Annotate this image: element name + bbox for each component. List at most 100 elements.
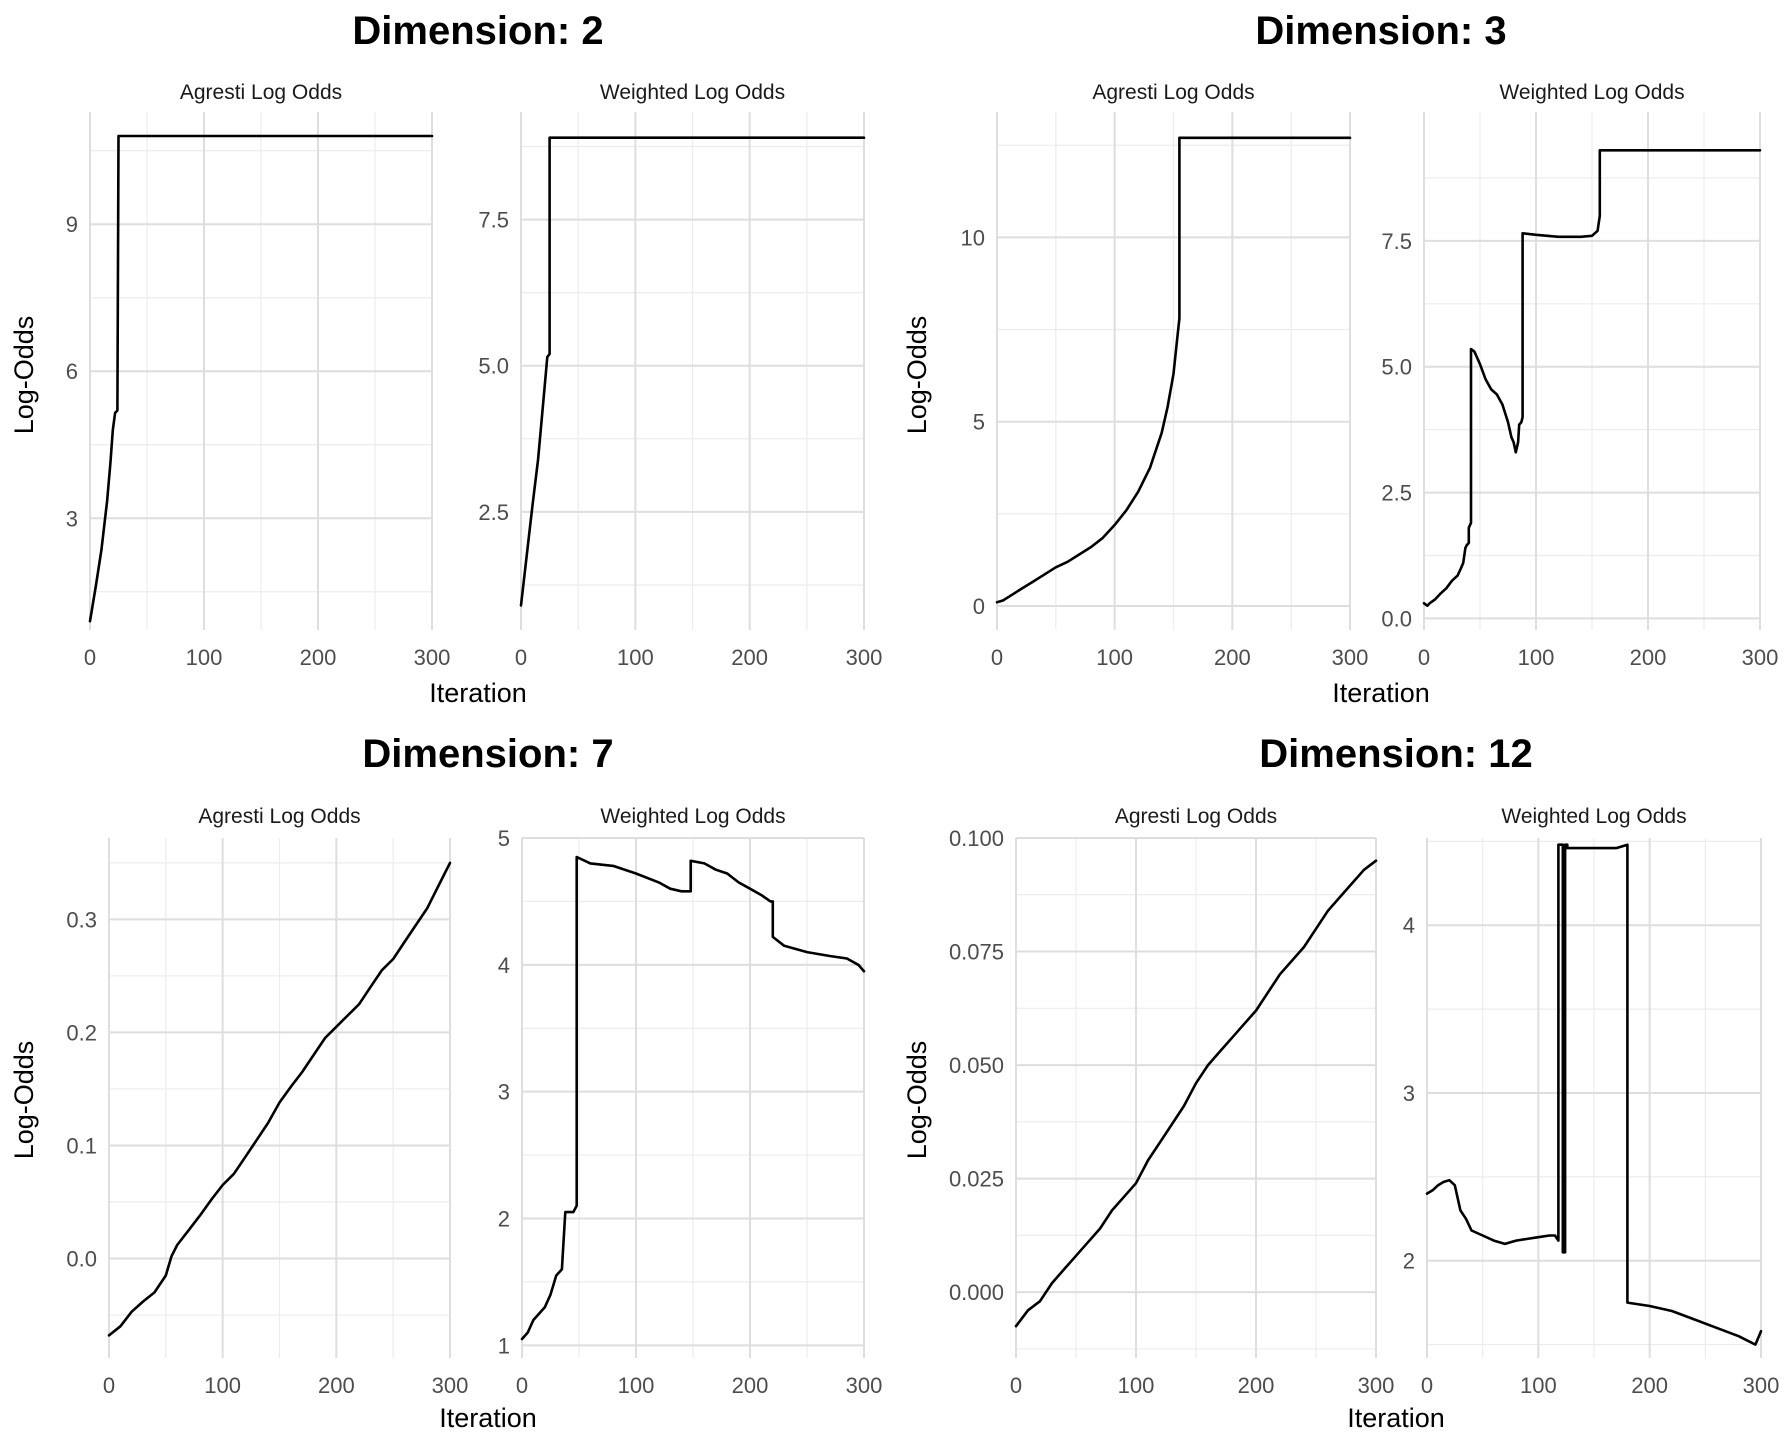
y-tick-label: 3 [66,506,78,531]
y-tick-label: 3 [1403,1081,1415,1106]
series-line [520,855,866,1341]
chart-group-3: Dimension: 7 Iteration Log-Odds Agresti Log… [9,732,882,1433]
y-tick-label: 0.3 [66,907,97,932]
panel-title: Agresti Log Odds [198,805,360,828]
series-line [519,136,866,607]
y-tick-label: 0.1 [66,1133,97,1158]
x-axis-label: Iteration [439,1403,537,1433]
panel-weighted: Weighted Log Odds 0 100 200 300 0.0 2.5 5.0 7.5 [1381,81,1778,670]
y-tick-label: 1 [498,1333,510,1358]
panel-agresti: Agresti Log Odds 0 100 200 300 0 5 10 [961,81,1369,670]
x-tick-label: 0 [991,645,1003,670]
x-axis-label: Iteration [429,678,527,708]
series-line [1425,843,1763,1346]
x-tick-label: 0 [84,645,96,670]
x-tick-label: 300 [1742,645,1779,670]
series-line [995,136,1352,604]
series-line [1014,859,1378,1328]
x-tick-label: 200 [732,1373,769,1398]
x-tick-label: 100 [1096,645,1133,670]
x-tick-label: 200 [1631,1373,1668,1398]
y-tick-label: 5 [973,410,985,435]
y-tick-label: 0.2 [66,1020,97,1045]
y-tick-label: 2 [1403,1249,1415,1274]
x-tick-label: 300 [432,1373,469,1398]
y-tick-label: 5.0 [1381,355,1412,380]
y-tick-label: 3 [498,1080,510,1105]
x-tick-label: 200 [300,645,337,670]
y-axis-label: Log-Odds [902,1041,932,1160]
x-tick-label: 0 [1421,1373,1433,1398]
y-tick-label: 2 [498,1206,510,1231]
panel-agresti: Agresti Log Odds 0 100 200 300 3 6 9 [66,81,451,670]
panel-title: Agresti Log Odds [1092,81,1254,104]
x-tick-label: 100 [617,645,654,670]
x-tick-label: 100 [1518,645,1555,670]
x-tick-label: 300 [846,1373,883,1398]
y-tick-label: 0.100 [949,826,1004,851]
x-tick-label: 300 [1358,1373,1395,1398]
panel-weighted: Weighted Log Odds 0 100 200 300 2.5 5.0 7.5 [478,81,882,670]
panel-title: Weighted Log Odds [600,805,785,828]
x-tick-label: 300 [846,645,883,670]
series-line [1422,149,1762,608]
x-tick-label: 100 [1118,1373,1155,1398]
x-axis-label: Iteration [1347,1403,1445,1433]
y-tick-label: 2.5 [478,500,509,525]
y-tick-label: 0.050 [949,1053,1004,1078]
group-title: Dimension: 2 [352,9,603,53]
x-tick-label: 0 [515,645,527,670]
y-tick-label: 5.0 [478,354,509,379]
panel-weighted: Weighted Log Odds 0 100 200 300 1 2 3 4 5 [498,805,883,1398]
y-tick-label: 0.025 [949,1167,1004,1192]
y-tick-label: 10 [961,225,985,250]
y-tick-label: 0.0 [1381,606,1412,631]
x-tick-label: 100 [1520,1373,1557,1398]
y-tick-label: 7.5 [1381,229,1412,254]
y-tick-label: 4 [1403,913,1415,938]
x-tick-label: 0 [103,1373,115,1398]
series-line [88,134,434,623]
y-tick-label: 0 [973,594,985,619]
panel-title: Weighted Log Odds [1499,81,1684,104]
x-tick-label: 300 [1332,645,1369,670]
panel-title: Weighted Log Odds [600,81,785,104]
y-axis-label: Log-Odds [9,316,39,435]
y-tick-label: 0.000 [949,1280,1004,1305]
y-tick-label: 9 [66,212,78,237]
x-tick-label: 200 [318,1373,355,1398]
panel-title: Weighted Log Odds [1501,805,1686,828]
chart-group-2: Dimension: 3 Iteration Log-Odds Agresti Log… [902,9,1778,708]
panel-title: Agresti Log Odds [180,81,342,104]
panel-agresti: Agresti Log Odds 0 100 200 300 0.000 0.025 0.05… [949,805,1394,1398]
y-tick-label: 0.0 [66,1247,97,1272]
x-tick-label: 300 [1743,1373,1780,1398]
y-tick-label: 5 [498,826,510,851]
x-tick-label: 0 [1418,645,1430,670]
x-tick-label: 100 [204,1373,241,1398]
group-title: Dimension: 7 [362,732,613,776]
y-tick-label: 6 [66,359,78,384]
x-tick-label: 0 [516,1373,528,1398]
x-tick-label: 300 [414,645,451,670]
y-tick-label: 4 [498,953,510,978]
x-tick-label: 200 [731,645,768,670]
y-tick-label: 7.5 [478,208,509,233]
x-tick-label: 200 [1630,645,1667,670]
x-tick-label: 200 [1238,1373,1275,1398]
panel-agresti: Agresti Log Odds 0 100 200 300 0.0 0.1 0.2 0.3 [66,805,468,1398]
series-line [107,861,452,1337]
y-tick-label: 0.075 [949,940,1004,965]
group-title: Dimension: 3 [1255,9,1506,53]
chart-group-4: Dimension: 12 Iteration Log-Odds Agresti Lo… [902,732,1779,1433]
panel-weighted: Weighted Log Odds 0 100 200 300 2 3 4 [1403,805,1780,1398]
panel-title: Agresti Log Odds [1115,805,1277,828]
x-tick-label: 100 [186,645,223,670]
x-tick-label: 0 [1010,1373,1022,1398]
y-axis-label: Log-Odds [9,1041,39,1160]
x-axis-label: Iteration [1332,678,1430,708]
y-tick-label: 2.5 [1381,481,1412,506]
x-tick-label: 100 [618,1373,655,1398]
x-tick-label: 200 [1214,645,1251,670]
